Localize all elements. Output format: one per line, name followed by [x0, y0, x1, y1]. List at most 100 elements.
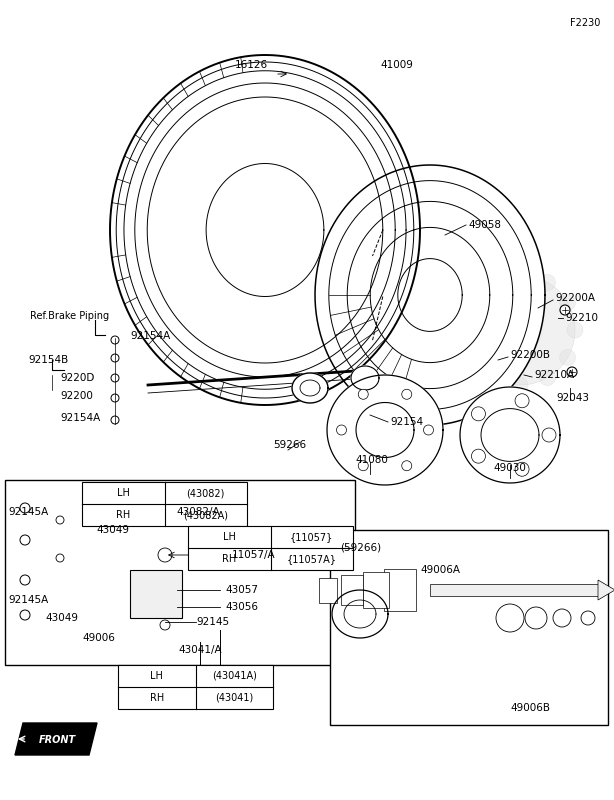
Circle shape: [402, 461, 412, 470]
Text: 43049: 43049: [96, 525, 129, 535]
Circle shape: [111, 336, 119, 344]
Circle shape: [111, 354, 119, 362]
Text: RH: RH: [116, 510, 130, 520]
Text: 92210A: 92210A: [534, 370, 574, 380]
Text: {11057}: {11057}: [290, 532, 333, 542]
Circle shape: [515, 394, 529, 408]
Text: FRONT: FRONT: [39, 735, 76, 745]
Text: (43082): (43082): [187, 488, 225, 498]
Text: 49006A: 49006A: [420, 565, 460, 575]
Circle shape: [464, 294, 480, 310]
Text: 92154A: 92154A: [60, 413, 100, 423]
Bar: [363, 572, 389, 608]
Text: 92145A: 92145A: [8, 595, 49, 605]
Polygon shape: [315, 165, 545, 425]
Text: 92200B: 92200B: [510, 350, 550, 360]
Text: 11057/A: 11057/A: [232, 550, 276, 560]
Text: 49006B: 49006B: [510, 703, 550, 713]
Text: 49058: 49058: [468, 220, 501, 230]
Circle shape: [464, 350, 480, 366]
Text: {11057A}: {11057A}: [287, 554, 336, 564]
Text: (43082A): (43082A): [183, 510, 228, 520]
Circle shape: [111, 374, 119, 382]
Text: 43041/A: 43041/A: [178, 645, 222, 655]
Circle shape: [465, 275, 575, 385]
Circle shape: [540, 274, 556, 290]
Bar: [430, 584, 598, 596]
Text: 92210: 92210: [565, 313, 598, 323]
Text: Ref.Brake Piping: Ref.Brake Piping: [30, 311, 109, 321]
Bar: [319, 578, 337, 602]
Circle shape: [525, 607, 547, 629]
Circle shape: [553, 609, 571, 627]
Circle shape: [56, 554, 64, 562]
Circle shape: [20, 575, 30, 585]
Text: 92145A: 92145A: [8, 507, 49, 517]
Text: 9220D: 9220D: [60, 373, 95, 383]
Circle shape: [472, 449, 486, 463]
Circle shape: [424, 425, 433, 435]
Text: 16126: 16126: [235, 60, 268, 70]
Circle shape: [567, 367, 577, 377]
Text: F2230: F2230: [570, 18, 600, 28]
Circle shape: [111, 416, 119, 424]
Circle shape: [496, 604, 524, 632]
Text: (59266): (59266): [340, 543, 381, 553]
Text: 92154B: 92154B: [28, 355, 68, 365]
Text: 92200: 92200: [60, 391, 93, 401]
Text: LH: LH: [150, 671, 163, 681]
Polygon shape: [327, 375, 443, 485]
Circle shape: [358, 461, 368, 470]
Circle shape: [581, 611, 595, 625]
Bar: [118, 665, 273, 709]
Circle shape: [402, 390, 412, 399]
Circle shape: [559, 350, 576, 366]
Bar: [82, 482, 247, 526]
Text: 92154: 92154: [390, 417, 423, 427]
Circle shape: [498, 308, 542, 352]
Text: 49030: 49030: [494, 463, 526, 473]
Circle shape: [111, 394, 119, 402]
Circle shape: [20, 535, 30, 545]
Text: 41080: 41080: [356, 455, 389, 465]
Text: 43057: 43057: [225, 585, 258, 595]
Bar: [330, 530, 608, 725]
Circle shape: [20, 503, 30, 513]
Circle shape: [158, 548, 172, 562]
Polygon shape: [351, 366, 379, 390]
Text: (43041A): (43041A): [212, 671, 257, 681]
Circle shape: [512, 377, 528, 393]
Circle shape: [484, 370, 500, 386]
Circle shape: [457, 322, 473, 338]
Circle shape: [358, 390, 368, 399]
Text: 92200A: 92200A: [555, 293, 595, 303]
Circle shape: [336, 425, 346, 435]
Bar: [384, 569, 416, 611]
Polygon shape: [15, 723, 97, 755]
Text: 41009: 41009: [380, 60, 413, 70]
Circle shape: [542, 428, 556, 442]
Bar: [188, 526, 353, 570]
Circle shape: [540, 370, 556, 386]
Text: RH: RH: [222, 554, 236, 564]
Polygon shape: [460, 387, 560, 483]
Circle shape: [559, 294, 576, 310]
Text: LH: LH: [223, 532, 236, 542]
Circle shape: [20, 610, 30, 620]
Bar: [5, 480, 355, 665]
Polygon shape: [332, 590, 388, 638]
Polygon shape: [110, 55, 420, 405]
Circle shape: [160, 620, 170, 630]
Text: 43082/A: 43082/A: [176, 507, 220, 517]
Text: RH: RH: [150, 693, 164, 703]
Bar: [341, 575, 363, 605]
Text: 43049: 43049: [45, 613, 78, 623]
Text: 92154A: 92154A: [130, 331, 170, 341]
Text: (43041): (43041): [215, 693, 254, 703]
Circle shape: [515, 462, 529, 476]
Polygon shape: [598, 580, 614, 600]
Bar: [130, 570, 182, 618]
Circle shape: [560, 305, 570, 315]
Circle shape: [472, 407, 486, 421]
Text: 59266: 59266: [273, 440, 306, 450]
